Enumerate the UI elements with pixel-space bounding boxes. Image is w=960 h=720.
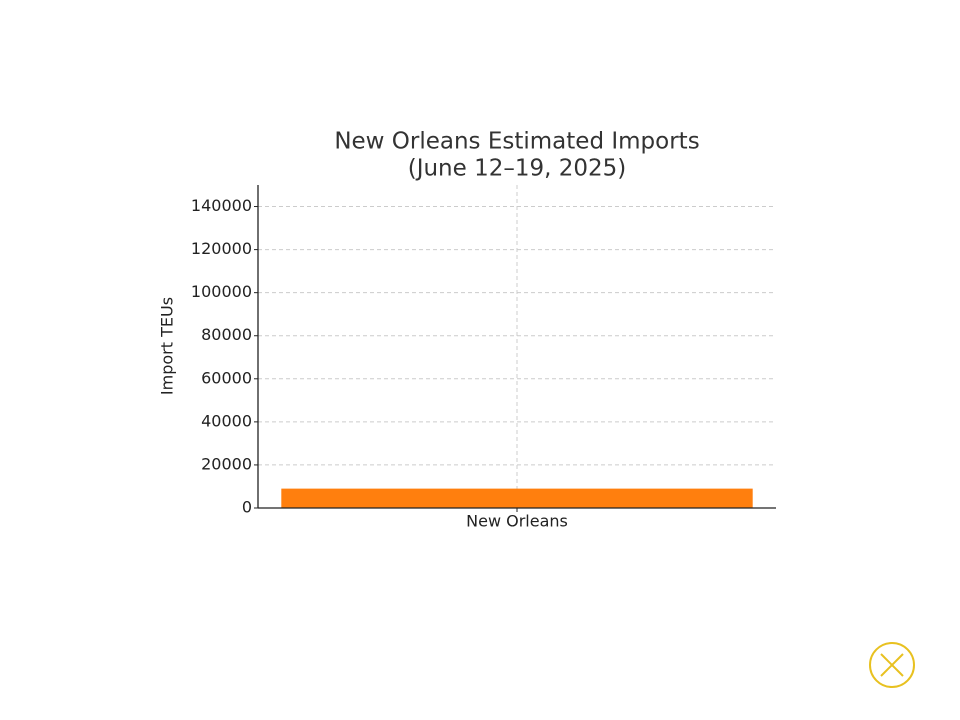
- bar: [281, 488, 753, 508]
- y-tick-label: 60000: [201, 368, 252, 387]
- x-tick-label: New Orleans: [466, 512, 568, 531]
- close-button[interactable]: [869, 642, 915, 688]
- chart-subtitle: (June 12–19, 2025): [408, 156, 627, 182]
- y-tick-label: 100000: [191, 282, 252, 301]
- y-tick-label: 120000: [191, 239, 252, 258]
- close-cross: [880, 653, 904, 677]
- y-tick-label: 0: [242, 498, 252, 517]
- close-circle: [869, 642, 915, 688]
- y-tick-label: 80000: [201, 325, 252, 344]
- y-tick-label: 40000: [201, 411, 252, 430]
- y-tick-label: 140000: [191, 196, 252, 215]
- chart-title: New Orleans Estimated Imports: [334, 129, 699, 155]
- y-tick-label: 20000: [201, 454, 252, 473]
- y-axis-label: Import TEUs: [158, 297, 177, 395]
